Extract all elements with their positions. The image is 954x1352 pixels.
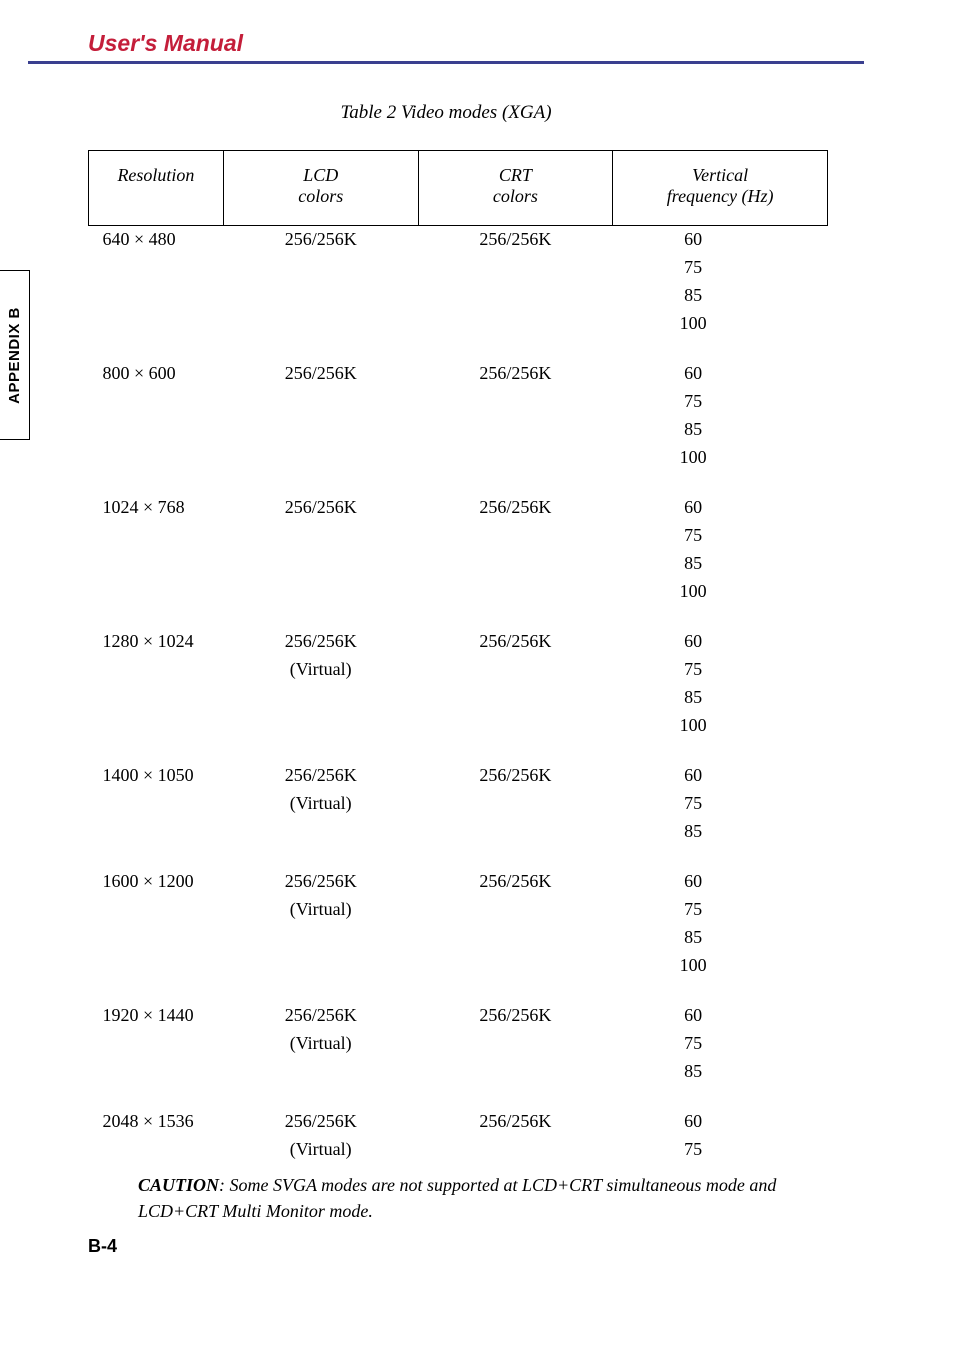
table-cell: 1600 × 1200	[89, 868, 224, 896]
table-cell: 256/256K	[418, 1002, 613, 1030]
page-number: B-4	[28, 1236, 864, 1257]
table-header-row: Resolution LCD colors CRT colors Vertica…	[89, 151, 828, 226]
col-crt: CRT colors	[418, 151, 613, 226]
col-lcd: LCD colors	[223, 151, 418, 226]
table-cell: 1400 × 1050	[89, 762, 224, 790]
table-cell: 256/256K	[418, 1108, 613, 1136]
table-cell: 607585100	[613, 226, 828, 338]
table-cell: 607585	[613, 1002, 828, 1086]
table-cell: 607585100	[613, 628, 828, 740]
side-tab: APPENDIX B	[0, 270, 30, 440]
table-cell: 1280 × 1024	[89, 628, 224, 656]
table-cell: 256/256K	[418, 628, 613, 656]
table-cell: 607585100	[613, 360, 828, 472]
col-lcd-l1: LCD	[303, 165, 338, 185]
table-cell: 256/256K	[223, 226, 418, 254]
table-cell: 256/256K	[418, 360, 613, 388]
table-cell: 1920 × 1440	[89, 1002, 224, 1030]
col-freq: Vertical frequency (Hz)	[613, 151, 828, 226]
col-lcd-l2: colors	[298, 186, 343, 206]
table-cell: 256/256K(Virtual)	[223, 1002, 418, 1058]
col-crt-l2: colors	[493, 186, 538, 206]
table-caption: Table 2 Video modes (XGA)	[28, 102, 864, 124]
table-cell: 256/256K	[223, 360, 418, 388]
table-cell: 256/256K(Virtual)	[223, 868, 418, 924]
table-cell: 2048 × 1536	[89, 1108, 224, 1136]
side-tab-label: APPENDIX B	[6, 307, 23, 404]
table-cell: 800 × 600	[89, 360, 224, 388]
table-cell: 256/256K	[418, 494, 613, 522]
header: User's Manual	[28, 30, 864, 64]
table-cell: 607585100	[613, 868, 828, 980]
table-cell: 256/256K	[418, 226, 613, 254]
caution-label: CAUTION	[138, 1175, 219, 1195]
table-cell: 6075	[613, 1108, 828, 1164]
table-cell: 1024 × 768	[89, 494, 224, 522]
table-cell: 640 × 480	[89, 226, 224, 254]
video-modes-table: Resolution LCD colors CRT colors Vertica…	[88, 150, 828, 1164]
col-crt-l1: CRT	[499, 165, 532, 185]
table-cell: 607585100	[613, 494, 828, 606]
col-freq-l2: frequency (Hz)	[667, 186, 774, 206]
table-cell: 256/256K(Virtual)	[223, 1108, 418, 1164]
table-cell: 256/256K	[418, 762, 613, 790]
caution-text: : Some SVGA modes are not supported at L…	[138, 1175, 776, 1221]
col-freq-l1: Vertical	[692, 165, 748, 185]
table-cell: 256/256K	[223, 494, 418, 522]
page: User's Manual APPENDIX B Table 2 Video m…	[0, 0, 954, 1277]
caution-note: CAUTION: Some SVGA modes are not support…	[138, 1172, 778, 1224]
col-resolution-label: Resolution	[117, 165, 194, 185]
col-resolution: Resolution	[89, 151, 224, 226]
table-cell: 256/256K(Virtual)	[223, 628, 418, 684]
table-cell: 256/256K	[418, 868, 613, 896]
table-cell: 607585	[613, 762, 828, 846]
header-title: User's Manual	[88, 30, 243, 57]
table-cell: 256/256K(Virtual)	[223, 762, 418, 818]
